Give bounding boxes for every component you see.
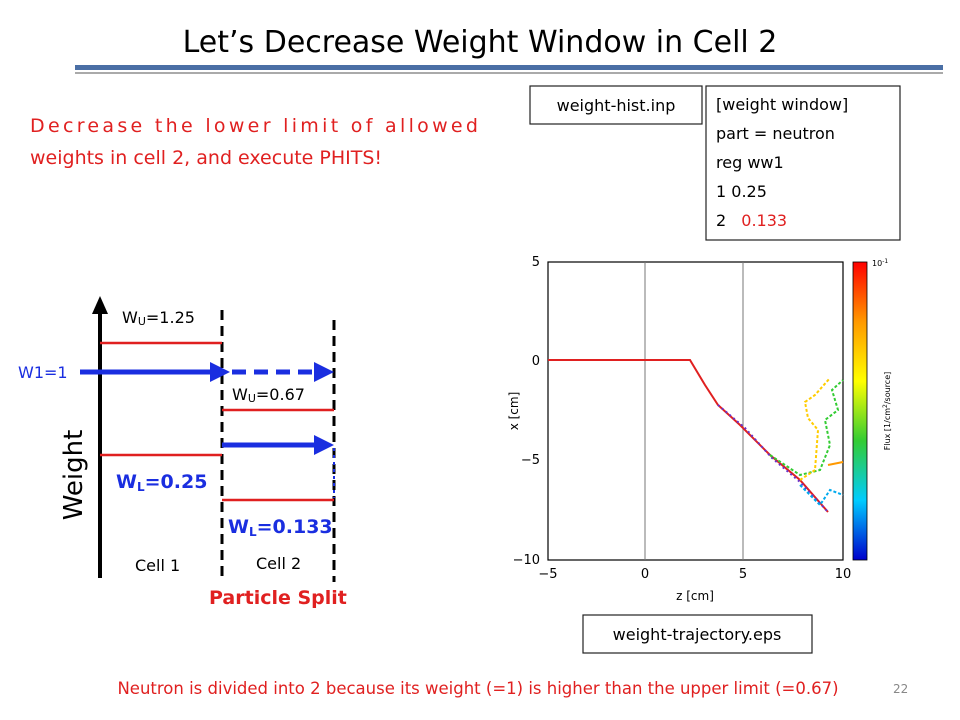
cell-label: Cell 1 — [135, 556, 180, 575]
axis-arrowhead — [92, 296, 108, 314]
val: =0.25 — [145, 471, 208, 493]
input-line: 1 0.25 — [716, 182, 767, 201]
trajectory — [799, 484, 844, 507]
sub: L — [249, 525, 257, 539]
arrowhead — [314, 435, 334, 455]
wu-label: WU=1.25 — [122, 308, 195, 328]
x-tick-label: 10 — [835, 567, 852, 582]
input-cell: 2 — [716, 211, 726, 230]
before: Flux [1/cm — [883, 408, 892, 450]
input-line: 2 0.133 — [716, 211, 787, 230]
sup: 2 — [882, 404, 889, 408]
colorbar — [852, 261, 868, 561]
axis-label: Weight — [59, 430, 89, 521]
colorbar-label: Flux [1/cm2/source] — [882, 372, 892, 451]
colorbar-top: 10-1 — [872, 258, 888, 268]
wl-label: WL=0.25 — [116, 471, 207, 494]
after: /source] — [883, 372, 892, 404]
sym: W — [122, 308, 138, 327]
wu-label: WU=0.67 — [232, 385, 305, 405]
plot-frame — [547, 261, 844, 561]
trajectory — [827, 461, 844, 466]
val: =1.25 — [146, 308, 195, 327]
title-rule-shadow — [75, 72, 943, 74]
arrowhead — [314, 362, 334, 382]
trajectory — [799, 377, 831, 481]
y-tick-label: −10 — [513, 553, 540, 568]
x-tick-label: 0 — [641, 567, 649, 582]
footer-note: Neutron is divided into 2 because its we… — [117, 679, 838, 698]
input-box — [705, 85, 901, 241]
x-tick-label: −5 — [538, 567, 557, 582]
page-number: 22 — [893, 682, 908, 696]
wl-label: WL=0.133 — [228, 516, 333, 539]
x-tick-label: 5 — [739, 567, 747, 582]
input-line: [weight window] — [716, 95, 848, 114]
trajectory — [548, 359, 829, 513]
file-label-box — [529, 85, 703, 125]
input-value: 0.133 — [741, 211, 787, 230]
file-label: weight-hist.inp — [557, 96, 676, 115]
weight-diagram: Weight WU=1.25 W1=1 WU=0.67 WL=0.25 WL=0… — [18, 296, 347, 609]
input-line: part = neutron — [716, 124, 835, 143]
val: =0.133 — [257, 516, 333, 538]
sym: W — [232, 385, 248, 404]
description-line: Decrease the lower limit of allowed — [30, 115, 478, 137]
val: =0.67 — [256, 385, 305, 404]
split-label: Particle Split — [209, 587, 347, 609]
arrowhead — [210, 362, 230, 382]
y-axis-label: x [cm] — [507, 392, 521, 431]
sym: W — [228, 516, 249, 538]
trajectory-plot: −5 0 5 10 5 0 −5 −10 z [cm] x [cm] 10-1 … — [507, 255, 892, 603]
title-rule — [75, 65, 943, 70]
base: 10 — [872, 259, 882, 268]
input-line: reg ww1 — [716, 153, 784, 172]
sub: U — [248, 392, 256, 405]
cell-label: Cell 2 — [256, 554, 301, 573]
x-axis-label: z [cm] — [676, 589, 714, 603]
file-label-box — [582, 614, 813, 654]
trajectory — [717, 404, 829, 513]
sup: -1 — [882, 258, 888, 265]
sub: U — [138, 315, 146, 328]
y-tick-label: 5 — [532, 255, 540, 270]
slide-title: Let’s Decrease Weight Window in Cell 2 — [183, 25, 778, 60]
y-tick-label: −5 — [521, 453, 540, 468]
sym: W — [116, 471, 137, 493]
description-line: weights in cell 2, and execute PHITS! — [30, 147, 382, 169]
y-tick-label: 0 — [532, 354, 540, 369]
trajectory — [769, 379, 844, 477]
sub: L — [137, 480, 145, 494]
w1-label: W1=1 — [18, 363, 68, 382]
file-label: weight-trajectory.eps — [613, 625, 782, 644]
